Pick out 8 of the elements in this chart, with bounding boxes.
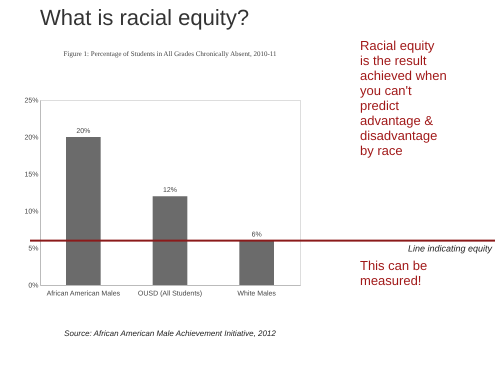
bar <box>66 137 101 285</box>
text: Racial equity is the result achieved when you can't predict advantage & disadvantage by race <box>360 38 447 158</box>
bar <box>239 240 274 285</box>
source-note: Source: African American Male Achievement Initiative, 2012 <box>64 329 276 338</box>
bar <box>152 196 188 285</box>
chart-title: What is racial equity? <box>40 5 250 30</box>
text: This can be measured! <box>360 258 428 288</box>
ref-line-label: Line indicating equity <box>408 244 492 254</box>
